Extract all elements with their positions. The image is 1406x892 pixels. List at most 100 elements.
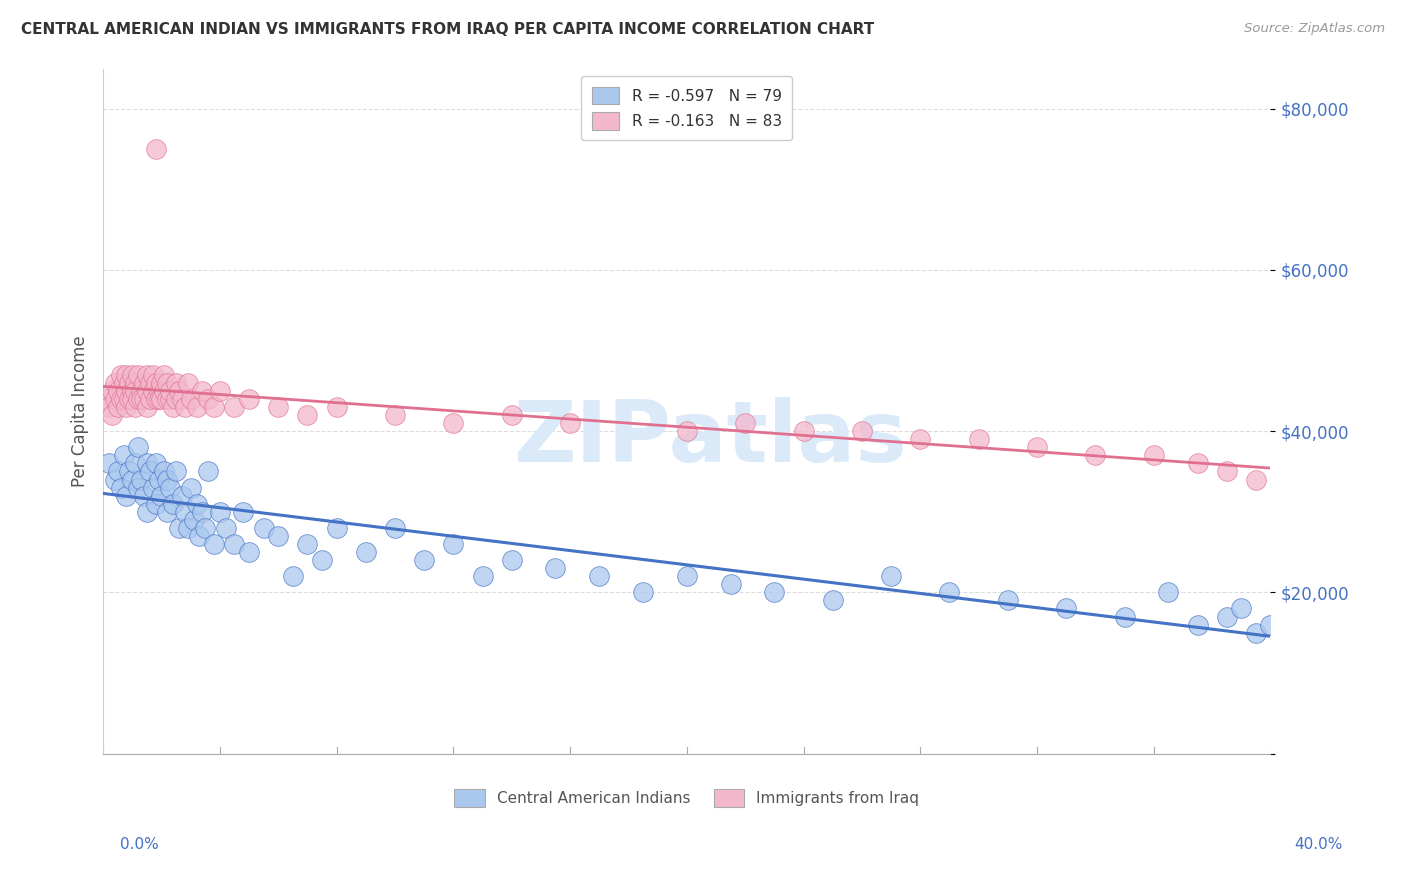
Point [121, 473, 143, 487]
Legend: Central American Indians, Immigrants from Iraq: Central American Indians, Immigrants fro… [447, 781, 927, 814]
Point [191, 505, 214, 519]
Point [129, 473, 152, 487]
Point [1026, 440, 1049, 454]
Point [98, 457, 121, 471]
Point [107, 400, 129, 414]
Point [910, 432, 932, 446]
Point [124, 376, 146, 390]
Point [202, 537, 225, 551]
Point [145, 142, 167, 156]
Point [121, 368, 143, 382]
Point [156, 392, 179, 406]
Point [159, 481, 181, 495]
Point [253, 521, 276, 535]
Point [938, 585, 960, 599]
Point [441, 537, 464, 551]
Text: ZIPatlas: ZIPatlas [513, 397, 907, 480]
Point [159, 392, 181, 406]
Point [104, 376, 127, 390]
Point [177, 376, 200, 390]
Point [115, 384, 138, 398]
Point [124, 400, 146, 414]
Point [1215, 465, 1237, 479]
Point [238, 545, 260, 559]
Point [153, 368, 176, 382]
Point [1054, 601, 1077, 615]
Point [267, 400, 290, 414]
Point [153, 465, 176, 479]
Point [139, 392, 162, 406]
Point [186, 400, 208, 414]
Point [148, 392, 170, 406]
Point [1084, 448, 1107, 462]
Point [145, 497, 167, 511]
Point [153, 384, 176, 398]
Point [118, 376, 141, 390]
Point [1157, 585, 1180, 599]
Point [763, 585, 786, 599]
Point [720, 577, 742, 591]
Point [1187, 617, 1209, 632]
Point [107, 465, 129, 479]
Point [118, 465, 141, 479]
Point [297, 408, 319, 422]
Point [142, 384, 165, 398]
Point [354, 545, 377, 559]
Point [127, 481, 149, 495]
Point [156, 505, 179, 519]
Point [675, 424, 697, 438]
Text: CENTRAL AMERICAN INDIAN VS IMMIGRANTS FROM IRAQ PER CAPITA INCOME CORRELATION CH: CENTRAL AMERICAN INDIAN VS IMMIGRANTS FR… [21, 22, 875, 37]
Point [173, 400, 195, 414]
Point [150, 392, 173, 406]
Point [135, 505, 157, 519]
Point [202, 400, 225, 414]
Point [170, 489, 193, 503]
Point [127, 392, 149, 406]
Point [1230, 601, 1253, 615]
Point [121, 384, 143, 398]
Point [558, 416, 581, 430]
Point [501, 408, 523, 422]
Point [1288, 609, 1310, 624]
Point [177, 521, 200, 535]
Point [135, 384, 157, 398]
Point [238, 392, 260, 406]
Point [1244, 625, 1267, 640]
Point [675, 569, 697, 583]
Point [281, 569, 304, 583]
Point [118, 392, 141, 406]
Point [413, 553, 436, 567]
Point [110, 481, 132, 495]
Point [1244, 473, 1267, 487]
Point [215, 521, 238, 535]
Point [631, 585, 654, 599]
Point [1215, 609, 1237, 624]
Point [325, 400, 347, 414]
Point [997, 593, 1019, 607]
Point [112, 448, 135, 462]
Point [98, 400, 121, 414]
Point [851, 424, 873, 438]
Point [471, 569, 494, 583]
Text: Source: ZipAtlas.com: Source: ZipAtlas.com [1244, 22, 1385, 36]
Point [145, 457, 167, 471]
Point [165, 376, 187, 390]
Point [132, 376, 155, 390]
Point [544, 561, 567, 575]
Point [384, 408, 406, 422]
Point [194, 521, 217, 535]
Point [121, 392, 143, 406]
Point [135, 368, 157, 382]
Point [325, 521, 347, 535]
Point [124, 457, 146, 471]
Point [1274, 633, 1296, 648]
Point [232, 505, 254, 519]
Point [197, 465, 219, 479]
Point [186, 497, 208, 511]
Point [441, 416, 464, 430]
Point [112, 376, 135, 390]
Point [191, 384, 214, 398]
Point [101, 384, 124, 398]
Point [183, 513, 205, 527]
Point [132, 392, 155, 406]
